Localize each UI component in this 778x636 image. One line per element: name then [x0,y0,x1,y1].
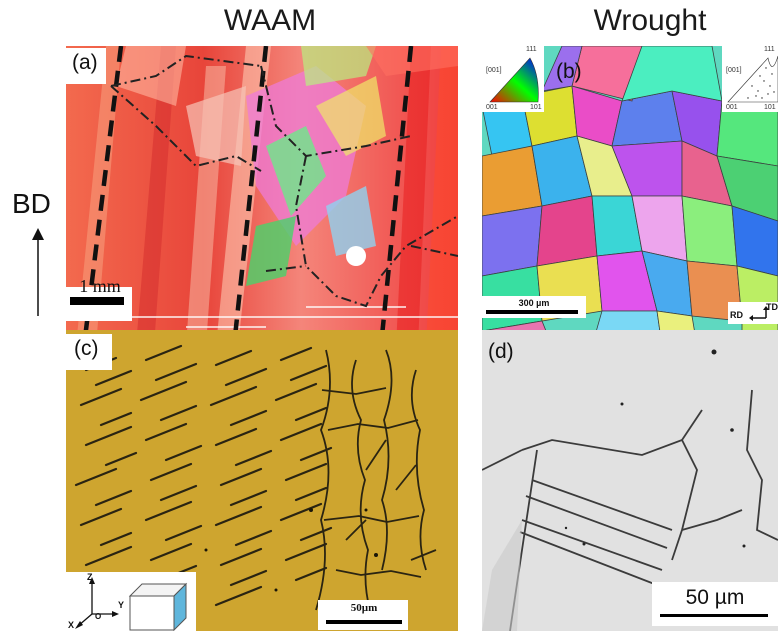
ipf-left-101: 101 [530,104,542,111]
panel-d-scale-label: 50 µm [685,586,745,609]
panel-d-scale-box [652,582,778,626]
rd-td-axes-icon [749,306,769,321]
build-direction-label: BD [12,188,51,219]
panel-b-ipf-legend-points [722,46,778,112]
panel-a-scale-label: 1 mm [79,276,121,296]
ipf-right-111: 111 [764,46,775,53]
panel-c-tag: (c) [66,334,112,370]
ipf-right-101: 101 [764,104,776,111]
axis-x-label: X [68,620,75,630]
panel-d-micrograph [482,330,778,631]
wrought-title: Wrought [593,4,707,37]
panel-a-ebsd-map [66,46,458,346]
build-direction-arrow-icon [32,228,44,316]
panel-a-tag: (a) [66,48,106,84]
ipf-left-001: 001 [486,104,498,111]
specimen-cube-icon [75,577,188,632]
panel-d-tag: (d) [488,340,514,363]
ipf-left-111: 111 [526,46,537,53]
ipf-right-001: 001 [726,104,738,111]
panel-b-scale-bar [486,310,578,314]
panel-a-image [66,46,458,346]
axis-y-label: Y [118,600,125,610]
panel-b-ipf-legend-color [482,46,544,112]
panel-d-scale-bar [660,614,768,617]
waam-title: WAAM [223,4,317,37]
axis-z-label: Z [87,572,93,582]
ipf-left-axis: [001] [486,67,502,74]
panel-c-scale-box [318,600,408,630]
ipf-right-axis: [001] [726,67,742,74]
axis-o-label: O [95,612,102,621]
panel-d-image [482,330,778,631]
panel-c-axes-inset [66,572,196,632]
rd-label: RD [730,310,743,320]
panel-b-tag: (b) [556,60,582,83]
panel-c-scale-label: 50µm [350,602,378,614]
panel-b-scale-label: 300 µm [518,298,550,308]
panel-a-scale-bar [70,297,124,305]
panel-c-scale-bar [326,620,402,624]
td-label: TD [766,302,778,312]
